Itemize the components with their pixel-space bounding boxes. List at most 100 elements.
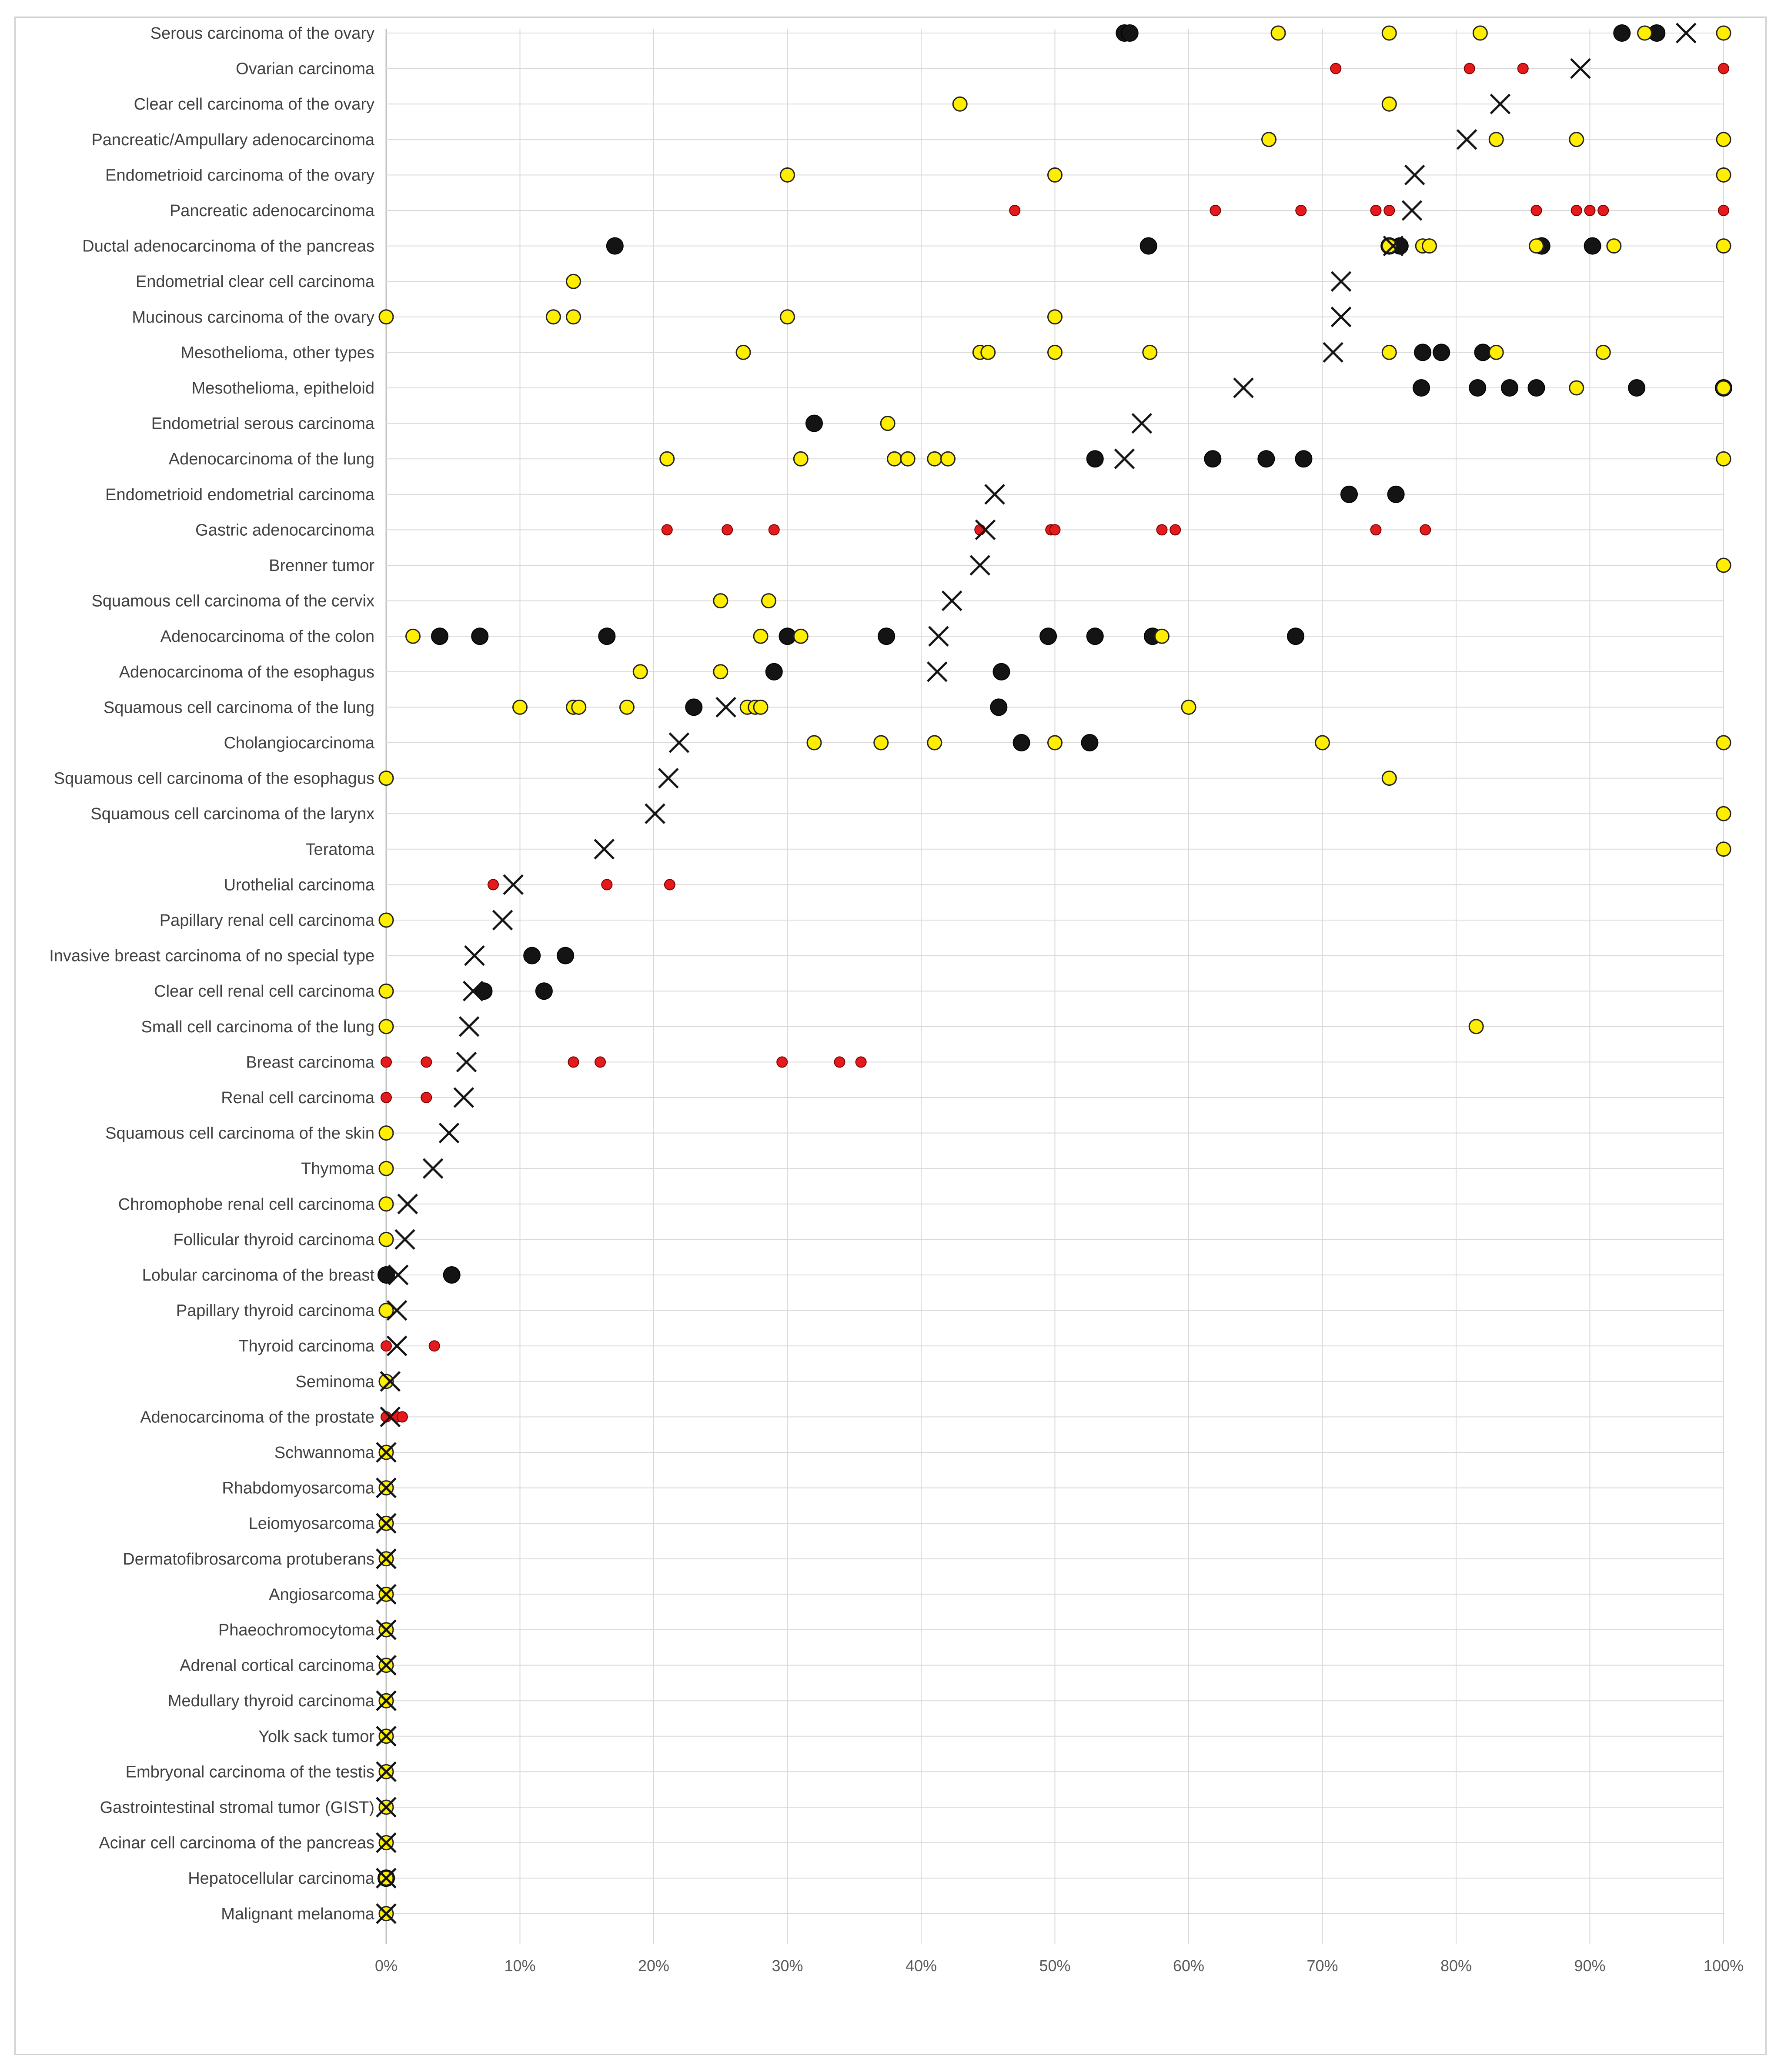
category-label: Squamous cell carcinoma of the cervix xyxy=(91,592,374,611)
red-point xyxy=(421,1056,432,1068)
cross-marker xyxy=(376,1797,397,1818)
cross-marker xyxy=(376,1513,397,1534)
black-point xyxy=(1584,237,1601,255)
cross-marker xyxy=(422,1158,444,1179)
x-tick-label: 80% xyxy=(1440,1957,1472,1975)
yellow-point xyxy=(713,664,728,680)
cross-marker xyxy=(975,519,996,541)
cross-marker xyxy=(376,1690,397,1711)
yellow-point xyxy=(887,451,902,467)
cross-marker xyxy=(376,1868,397,1888)
red-point xyxy=(396,1411,408,1423)
yellow-point xyxy=(632,664,648,680)
cross-marker xyxy=(376,1548,397,1569)
cross-marker xyxy=(376,1442,397,1463)
cross-marker xyxy=(463,981,484,1001)
yellow-point xyxy=(1569,380,1584,396)
black-point xyxy=(1433,344,1450,361)
yellow-point xyxy=(571,699,587,715)
cross-marker xyxy=(438,1122,460,1144)
cross-marker xyxy=(1456,129,1477,150)
category-label: Schwannoma xyxy=(274,1444,375,1462)
cross-marker xyxy=(1330,307,1352,327)
yellow-point xyxy=(1381,96,1397,112)
cross-marker xyxy=(386,1300,408,1321)
cross-marker xyxy=(376,1477,397,1498)
black-point xyxy=(1039,627,1057,645)
category-label: Follicular thyroid carcinoma xyxy=(174,1231,375,1249)
yellow-point xyxy=(1716,557,1731,573)
yellow-point xyxy=(1716,380,1731,396)
black-point xyxy=(992,663,1010,681)
category-label: Rhabdomyosarcoma xyxy=(222,1479,374,1498)
cross-marker xyxy=(594,839,615,860)
black-point xyxy=(606,237,624,255)
black-point xyxy=(990,698,1008,716)
category-label: Mucinous carcinoma of the ovary xyxy=(132,308,374,327)
yellow-point xyxy=(1716,841,1731,857)
red-point xyxy=(381,1340,392,1352)
scatter-chart: Serous carcinoma of the ovary Ovarian car… xyxy=(49,23,1744,1975)
category-label: Squamous cell carcinoma of the lung xyxy=(104,698,374,717)
black-point xyxy=(535,982,553,1000)
red-point xyxy=(601,879,613,891)
red-point xyxy=(1597,205,1609,216)
category-label: Clear cell renal cell carcinoma xyxy=(154,982,375,1001)
cross-marker xyxy=(397,1194,418,1215)
yellow-point xyxy=(378,1231,394,1247)
red-point xyxy=(1383,205,1395,216)
yellow-point xyxy=(940,451,956,467)
cross-marker xyxy=(1404,164,1425,186)
cross-marker xyxy=(1131,413,1153,434)
category-label: Leiomyosarcoma xyxy=(249,1515,375,1533)
cross-marker xyxy=(984,484,1005,505)
x-tick-label: 50% xyxy=(1039,1957,1070,1975)
yellow-point xyxy=(1261,132,1276,147)
cross-marker xyxy=(941,590,962,611)
yellow-point xyxy=(405,628,421,644)
black-point xyxy=(1257,450,1275,468)
x-tick-label: 40% xyxy=(906,1957,937,1975)
yellow-point xyxy=(1716,238,1731,254)
category-label: Adenocarcinoma of the lung xyxy=(169,450,374,468)
red-point xyxy=(834,1056,845,1068)
black-point xyxy=(1204,450,1222,468)
red-point xyxy=(421,1092,432,1103)
cross-marker xyxy=(376,1655,397,1676)
black-point xyxy=(1012,734,1030,751)
category-label: Adenocarcinoma of the esophagus xyxy=(119,663,374,681)
yellow-point xyxy=(378,1019,394,1034)
black-point xyxy=(557,947,575,964)
black-point xyxy=(1613,24,1631,42)
yellow-point xyxy=(1472,25,1488,41)
cross-marker xyxy=(388,1265,409,1285)
red-point xyxy=(1210,205,1221,216)
category-label: Papillary thyroid carcinoma xyxy=(176,1302,375,1320)
category-label: Ovarian carcinoma xyxy=(236,60,375,78)
cross-marker xyxy=(1676,23,1697,43)
x-tick-label: 30% xyxy=(772,1957,803,1975)
black-point xyxy=(685,698,703,716)
red-point xyxy=(1370,524,1382,536)
category-label: Chromophobe renal cell carcinoma xyxy=(118,1195,375,1214)
red-point xyxy=(428,1340,440,1352)
yellow-point xyxy=(1716,806,1731,821)
yellow-point xyxy=(1716,735,1731,751)
cross-marker xyxy=(376,1584,397,1605)
yellow-point xyxy=(378,1125,394,1141)
red-point xyxy=(974,524,986,536)
red-point xyxy=(776,1056,788,1068)
yellow-point xyxy=(1716,451,1731,467)
category-label: Seminoma xyxy=(295,1373,374,1391)
cross-marker xyxy=(927,661,948,682)
cross-marker xyxy=(668,732,690,753)
yellow-point xyxy=(980,344,996,360)
red-point xyxy=(1009,205,1021,216)
black-point xyxy=(471,627,489,645)
red-point xyxy=(855,1056,867,1068)
category-label: Serous carcinoma of the ovary xyxy=(150,24,374,43)
chart-frame: Serous carcinoma of the ovary Ovarian car… xyxy=(14,17,1767,2055)
black-point xyxy=(1121,24,1139,42)
black-point xyxy=(1287,627,1304,645)
category-label: Hepatocellular carcinoma xyxy=(188,1869,375,1888)
